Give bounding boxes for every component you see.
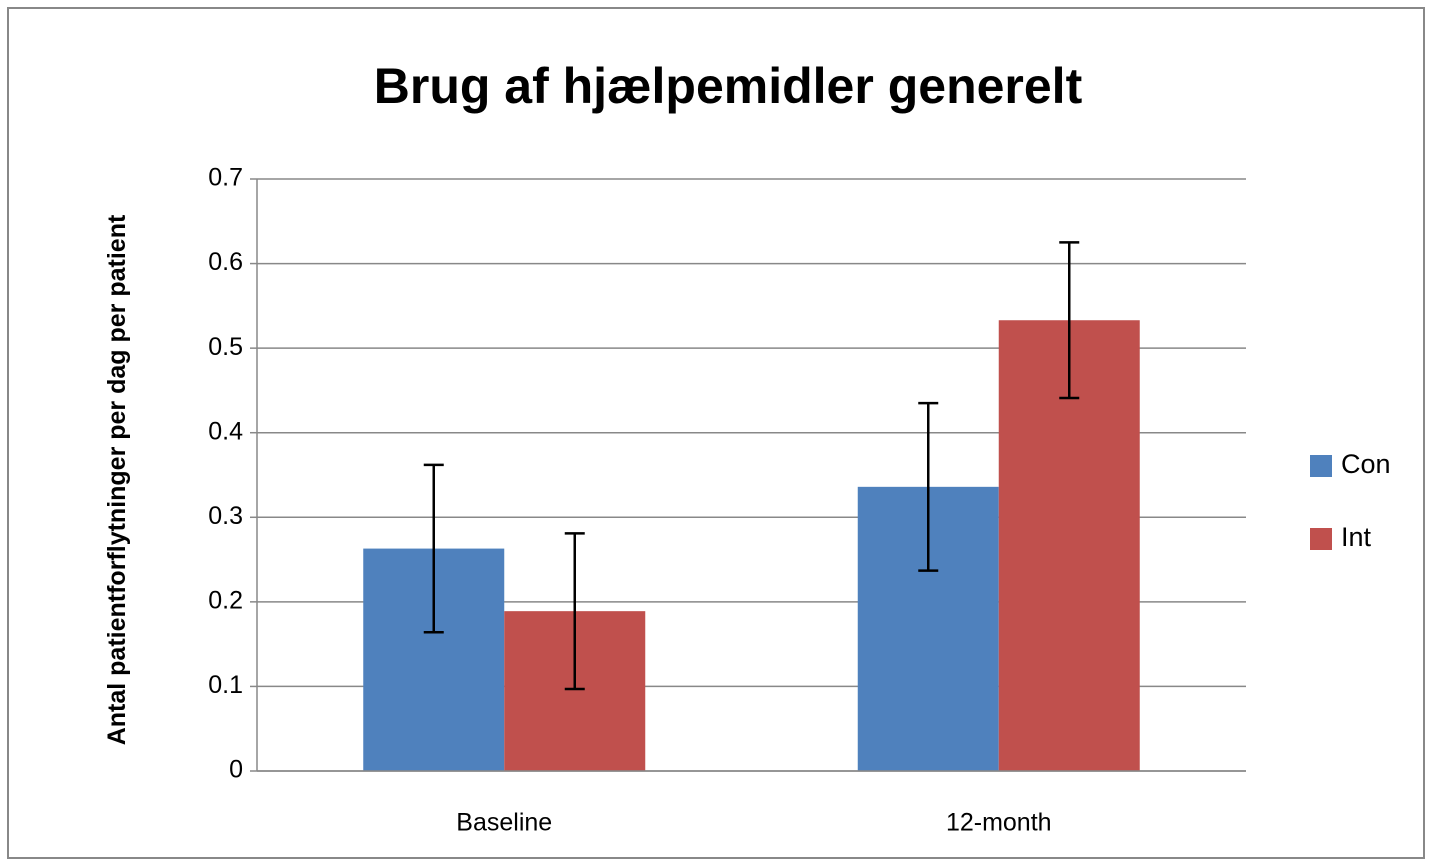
legend-swatch (1310, 455, 1332, 477)
y-tick-label: 0.6 (208, 248, 243, 276)
y-axis-label: Antal patientforflytninger per dag per p… (103, 214, 131, 746)
chart-title: Brug af hjælpemidler generelt (374, 58, 1083, 114)
legend-swatch (1310, 528, 1332, 550)
error-bar (918, 401, 939, 572)
x-tick-label: Baseline (456, 809, 552, 837)
y-tick-label: 0 (229, 756, 243, 784)
error-bar (564, 532, 585, 691)
x-tick-label: 12-month (946, 809, 1052, 837)
error-bar (423, 463, 444, 634)
error-bar (1059, 241, 1080, 400)
y-tick-label: 0.7 (208, 164, 243, 192)
legend-label: Con (1341, 449, 1391, 479)
y-tick-label: 0.1 (208, 671, 243, 699)
legend-label: Int (1341, 522, 1372, 552)
y-tick-label: 0.2 (208, 586, 243, 614)
y-tick-label: 0.3 (208, 502, 243, 530)
y-tick-label: 0.4 (208, 417, 243, 445)
y-tick-label: 0.5 (208, 333, 243, 361)
